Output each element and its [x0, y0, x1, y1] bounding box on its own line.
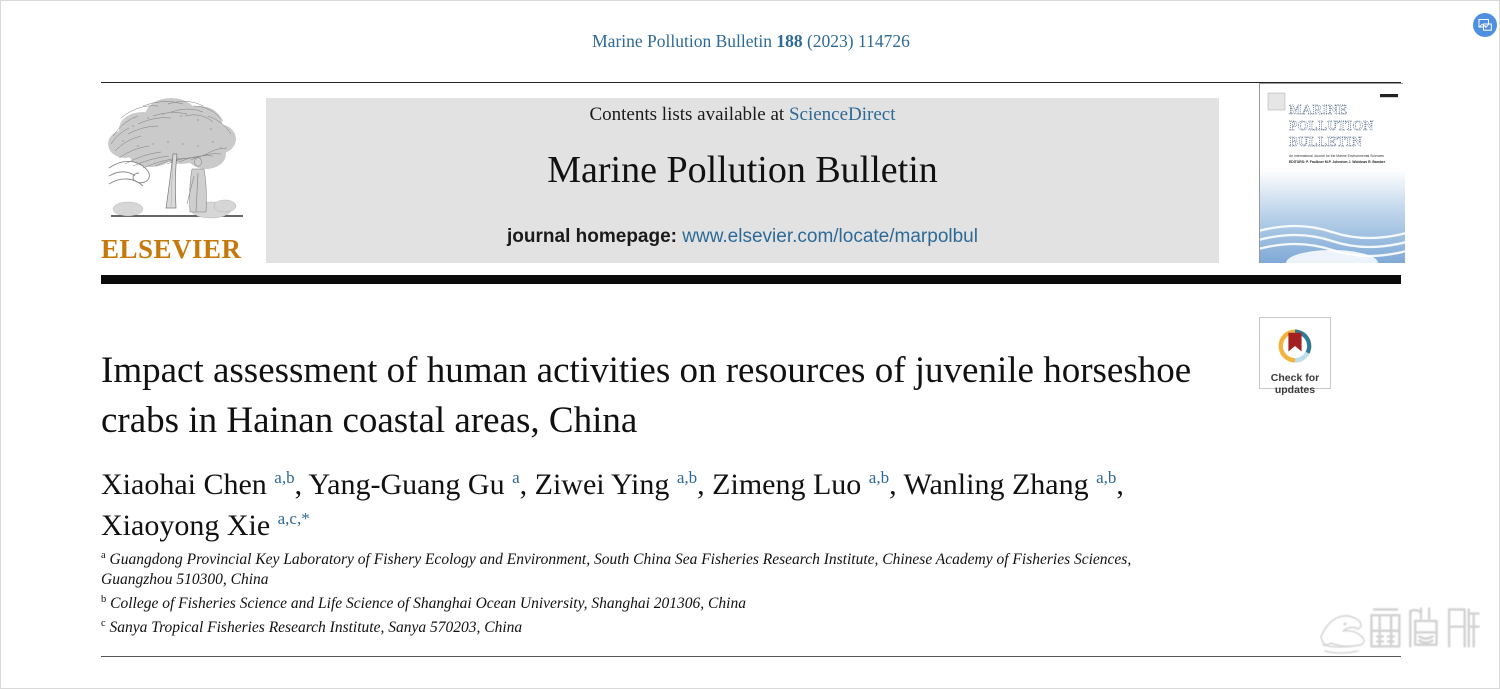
- svg-text:POLLUTION: POLLUTION: [1289, 118, 1374, 133]
- svg-text:BULLETIN: BULLETIN: [1289, 134, 1362, 149]
- svg-text:MARINE: MARINE: [1289, 102, 1348, 117]
- svg-text:An International Journal for t: An International Journal for the Marine …: [1289, 154, 1384, 158]
- svg-text:EDITORS: P. Faulkner M.P. Joh: EDITORS: P. Faulkner M.P. Johnston J. Wi…: [1289, 160, 1386, 164]
